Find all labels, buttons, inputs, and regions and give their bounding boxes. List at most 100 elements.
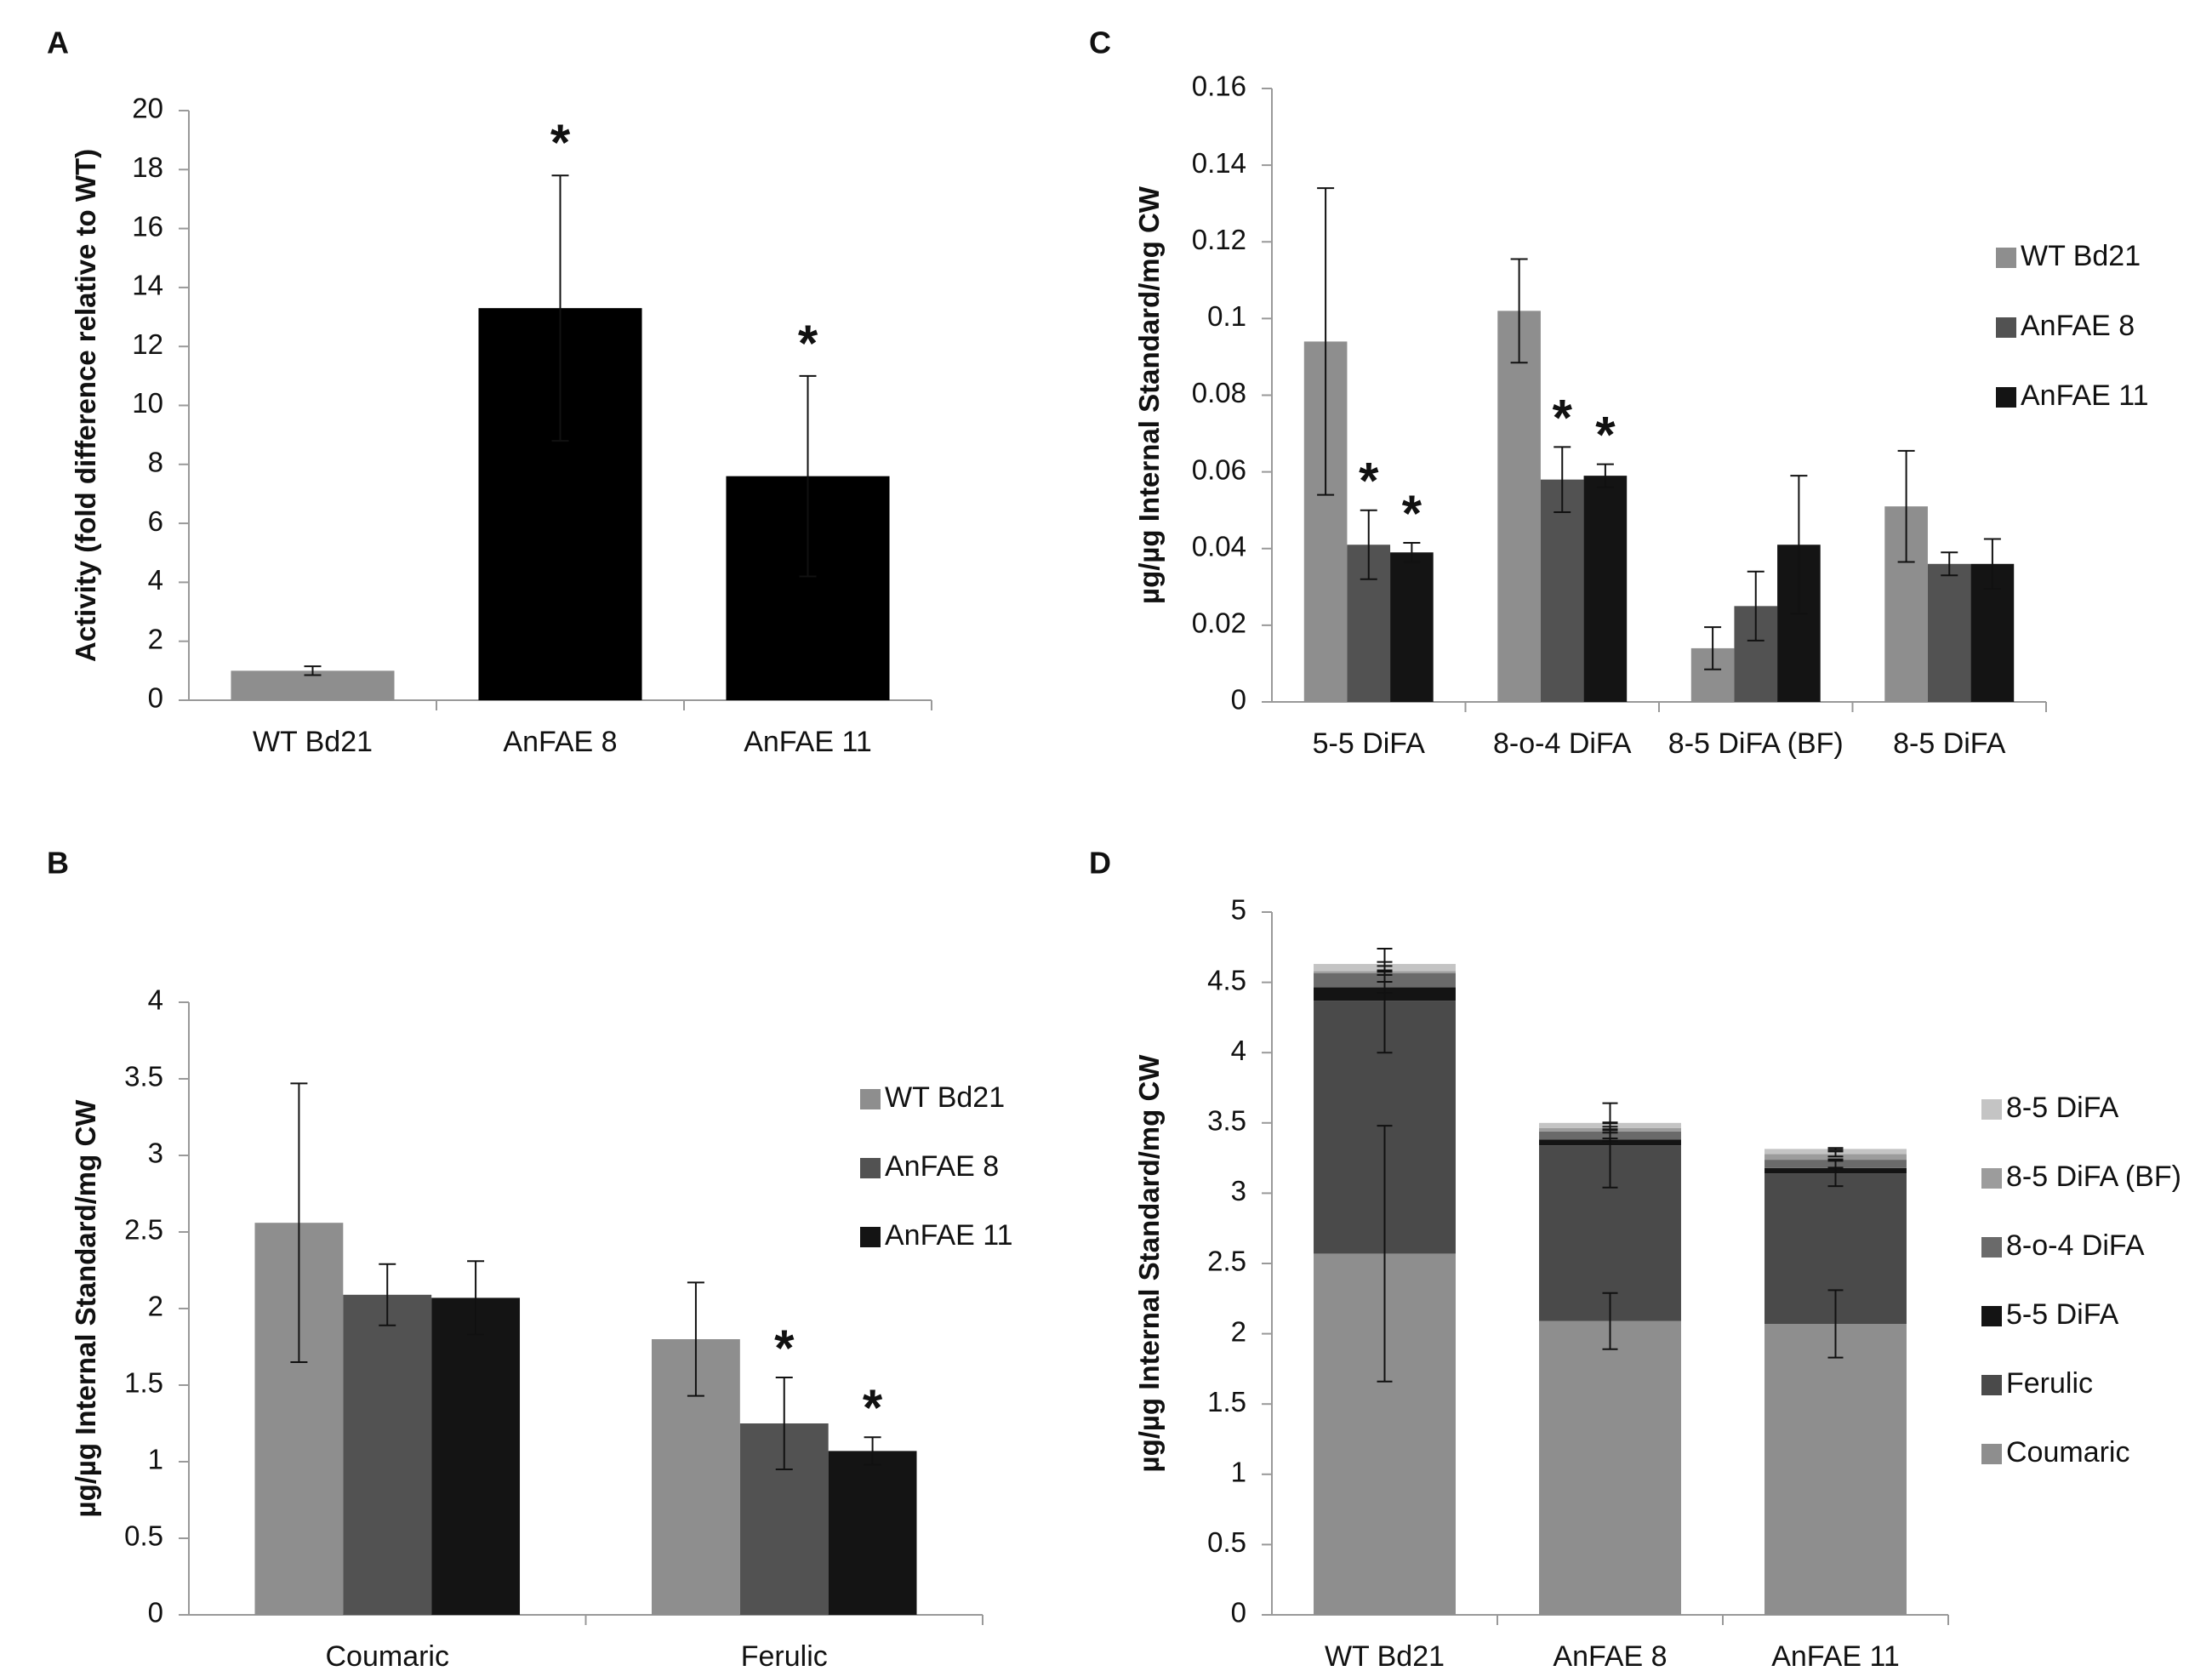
- panel-d-legend-label-8-5-difa: 8-5 DiFA: [2006, 1092, 2119, 1124]
- panel-c-bar-anfae-8-8-5-difa: [1927, 563, 1971, 702]
- panel-c-y-axis-title: µg/µg Internal Standard/mg CW: [1133, 185, 1165, 604]
- panel-c-category-label: 8-5 DiFA: [1893, 727, 2006, 760]
- panel-c-y-tick-label: 0.02: [1192, 607, 1246, 639]
- panel-c-chart: C 0 0.02 0.04 0.06 0.08 0.1 0.12 0.14 0.16 µg/µg I…: [1089, 25, 2149, 760]
- panel-d-y-tick-label: 2.5: [1207, 1246, 1246, 1277]
- panel-d-y-tick-label: 3.5: [1207, 1105, 1246, 1137]
- panel-c-y-tick-label: 0.14: [1192, 147, 1246, 179]
- panel-d-legend-swatch-5-5-difa: [1981, 1306, 2002, 1326]
- panel-d-legend-label-ferulic: Ferulic: [2006, 1367, 2093, 1400]
- panel-d-y-tick-label: 5: [1231, 894, 1246, 926]
- panel-d-y-axis-title: µg/µg Internal Standard/mg CW: [1133, 1054, 1165, 1473]
- panel-d-y-tick-label: 4: [1231, 1035, 1246, 1066]
- panel-c-category-label: 5-5 DiFA: [1313, 727, 1426, 760]
- panel-d-legend-swatch-8-o-4-difa: [1981, 1237, 2002, 1258]
- panel-a-y-tick-label: 16: [132, 210, 163, 242]
- panel-c-legend-label-anfae-8: AnFAE 8: [2021, 310, 2135, 342]
- panel-a-y-tick-label: 0: [148, 682, 163, 714]
- panel-c-label: C: [1089, 25, 1111, 60]
- panel-b-y-tick-label: 2: [148, 1291, 163, 1322]
- panel-c-bar-anfae-8-8-o-4-difa: [1540, 479, 1584, 702]
- panel-d-y-tick-label: 2: [1231, 1315, 1246, 1347]
- panel-c-legend-label-wt-bd21: WT Bd21: [2021, 240, 2141, 272]
- panel-d-legend-swatch-8-5-difa: [1981, 1099, 2002, 1120]
- panel-c-bar-anfae-11-5-5-difa: [1390, 552, 1434, 702]
- panel-b-y-tick-label: 3: [148, 1138, 163, 1169]
- panel-b-legend-swatch-wt-bd21: [860, 1089, 881, 1109]
- panel-c-bar-anfae-11-8-o-4-difa: [1583, 476, 1628, 702]
- panel-d-chart: D 0 0.5 1 1.5 2 2.5 3 3.5 4 4.5 5 µg/µg Internal Sta…: [1089, 845, 2181, 1671]
- panel-b-y-tick-label: 1: [148, 1444, 163, 1475]
- panel-c-y-tick-label: 0.06: [1192, 453, 1246, 485]
- panel-b-legend-label-wt-bd21: WT Bd21: [885, 1081, 1005, 1114]
- panel-a-significance-star: *: [550, 114, 571, 171]
- panel-c-y-tick-label: 0.12: [1192, 224, 1246, 255]
- panel-b-y-tick-label: 0: [148, 1597, 163, 1628]
- panel-b-legend-swatch-anfae-11: [860, 1227, 881, 1247]
- panel-b-y-tick-label: 3.5: [124, 1061, 163, 1092]
- panel-b-significance-star: *: [863, 1379, 883, 1436]
- panel-b-legend-label-anfae-11: AnFAE 11: [885, 1219, 1013, 1252]
- panel-b-y-axis-title: µg/µg Internal Standard/mg CW: [70, 1099, 101, 1518]
- panel-a-y-axis-title: Activity (fold difference relative to WT…: [70, 149, 101, 662]
- panel-b-bar-anfae-11-coumaric: [431, 1297, 521, 1615]
- panel-d-legend-swatch-ferulic: [1981, 1375, 2002, 1395]
- panel-b-legend-label-anfae-8: AnFAE 8: [885, 1150, 999, 1183]
- panel-c-significance-star: *: [1359, 453, 1379, 510]
- panel-d-category-label: AnFAE 11: [1771, 1640, 1900, 1671]
- panel-c-legend-label-anfae-11: AnFAE 11: [2021, 379, 2149, 412]
- panel-d-legend-label-8-5-difa-bf: 8-5 DiFA (BF): [2006, 1161, 2181, 1193]
- panel-d-y-tick-label: 1: [1231, 1457, 1246, 1488]
- panel-a-y-tick-label: 4: [148, 564, 163, 596]
- panel-d-category-label: AnFAE 8: [1553, 1640, 1667, 1671]
- panel-a-y-tick-label: 14: [132, 270, 163, 301]
- panel-d-y-tick-label: 4.5: [1207, 964, 1246, 995]
- panel-b-bar-anfae-11-ferulic: [828, 1451, 917, 1615]
- panel-c-y-tick-label: 0.1: [1207, 300, 1246, 332]
- panel-b-y-tick-label: 1.5: [124, 1367, 163, 1399]
- panel-d-legend-swatch-coumaric: [1981, 1444, 2002, 1464]
- panel-b-y-tick-label: 4: [148, 984, 163, 1016]
- panel-c-y-tick-label: 0.04: [1192, 530, 1246, 562]
- panel-c-y-tick-label: 0: [1231, 684, 1246, 716]
- panel-a-y-tick-label: 12: [132, 328, 163, 360]
- panel-c-y-tick-label: 0.08: [1192, 377, 1246, 408]
- panel-b-chart: B 0 0.5 1 1.5 2 2.5 3 3.5 4 µg/µg Internal Standar…: [47, 845, 1013, 1671]
- panel-b-y-tick-label: 2.5: [124, 1214, 163, 1246]
- panel-a-chart: A 0 2 4 6 8 10 12 14 16 18 20 Activity (fold differe…: [47, 25, 932, 758]
- panel-d-legend-label-5-5-difa: 5-5 DiFA: [2006, 1298, 2119, 1331]
- panel-c-y-tick-label: 0.16: [1192, 71, 1246, 102]
- panel-c-category-label: 8-5 DiFA (BF): [1668, 727, 1844, 760]
- panel-a-y-tick-label: 18: [132, 151, 163, 183]
- panel-d-category-label: WT Bd21: [1325, 1640, 1445, 1671]
- panel-b-bar-anfae-8-coumaric: [343, 1294, 432, 1615]
- panel-c-category-label: 8-o-4 DiFA: [1493, 727, 1632, 760]
- panel-d-y-tick-label: 0: [1231, 1597, 1246, 1628]
- panel-b-label: B: [47, 845, 69, 880]
- panel-d-legend-swatch-8-5-difa-bf: [1981, 1168, 2002, 1189]
- panel-c-significance-star: *: [1595, 407, 1616, 464]
- panel-d-y-tick-label: 1.5: [1207, 1386, 1246, 1417]
- panel-a-y-tick-label: 10: [132, 387, 163, 419]
- panel-a-y-tick-label: 20: [132, 93, 163, 124]
- panel-a-y-tick-label: 2: [148, 623, 163, 654]
- panel-b-significance-star: *: [774, 1320, 795, 1377]
- panel-d-segment-coumaric-anfae-8: [1539, 1320, 1681, 1615]
- panel-b-y-tick-label: 0.5: [124, 1520, 163, 1552]
- panel-b-category-label: Coumaric: [326, 1640, 449, 1671]
- panel-d-y-tick-label: 3: [1231, 1175, 1246, 1206]
- panel-a-label: A: [47, 25, 69, 60]
- panel-c-bar-wt-bd21-8-o-4-difa: [1497, 311, 1541, 702]
- panel-d-legend-label-8-o-4-difa: 8-o-4 DiFA: [2006, 1229, 2145, 1262]
- panel-a-y-tick-label: 6: [148, 505, 163, 537]
- panel-a-category-label: AnFAE 11: [744, 726, 872, 758]
- panel-a-y-tick-label: 8: [148, 447, 163, 478]
- panel-d-legend-label-coumaric: Coumaric: [2006, 1436, 2129, 1469]
- panel-d-y-tick-label: 0.5: [1207, 1526, 1246, 1558]
- panel-d-label: D: [1089, 845, 1111, 880]
- panel-b-category-label: Ferulic: [741, 1640, 828, 1671]
- panel-c-significance-star: *: [1553, 389, 1573, 446]
- panel-b-legend-swatch-anfae-8: [860, 1158, 881, 1178]
- panel-d-segment-coumaric-anfae-11: [1764, 1324, 1907, 1615]
- panel-a-category-label: WT Bd21: [253, 726, 373, 758]
